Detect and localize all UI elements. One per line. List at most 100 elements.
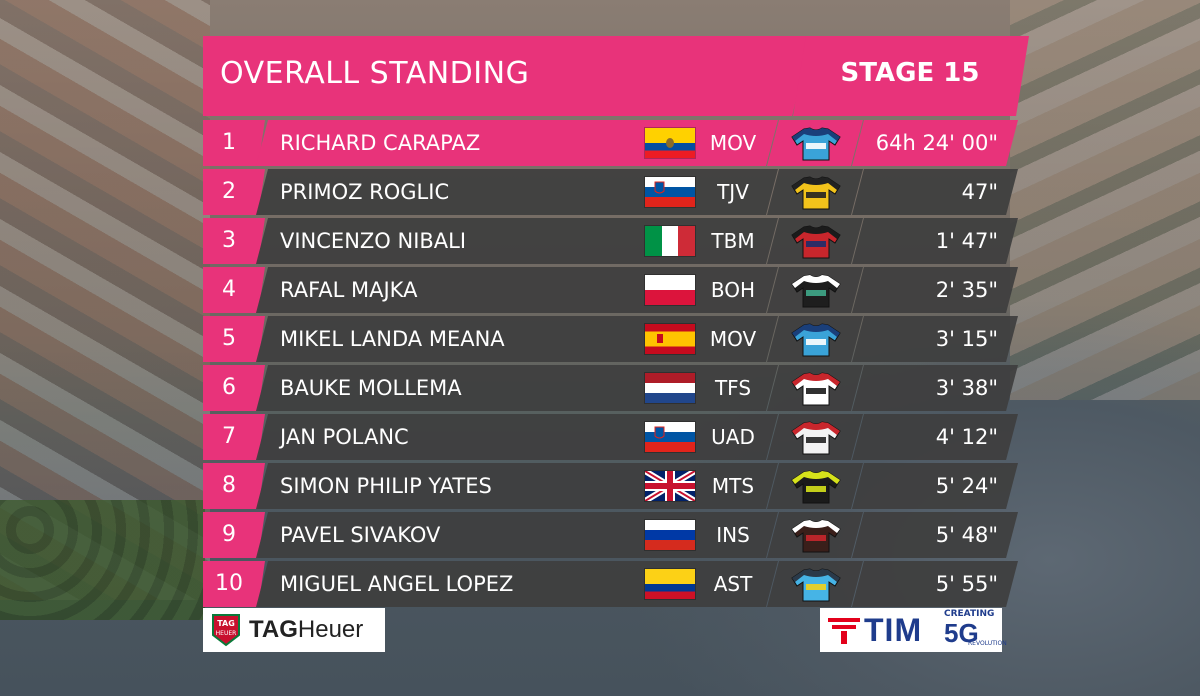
rank-box (203, 169, 265, 215)
table-row: 7 JAN POLANC UAD 4' 12" (0, 414, 1200, 462)
rank-box (203, 218, 265, 264)
gap-cell (852, 365, 1018, 411)
rank-number: 4 (222, 277, 236, 302)
stage-label: STAGE 15 (840, 58, 980, 88)
poland-flag-icon (645, 275, 695, 305)
slovenia-flag-icon (645, 422, 695, 452)
gap-cell (852, 267, 1018, 313)
time-gap: 3' 15" (935, 327, 998, 351)
team-jersey-icon (790, 274, 842, 308)
team-jersey-icon (790, 568, 842, 602)
team-code: TJV (717, 180, 749, 204)
time-gap: 5' 48" (935, 523, 998, 547)
time-gap: 4' 12" (935, 425, 998, 449)
rank-number: 2 (222, 179, 236, 204)
rank-box (203, 414, 265, 460)
svg-text:HEUER: HEUER (216, 630, 237, 637)
ecuador-flag-icon (645, 128, 695, 158)
time-gap: 5' 55" (935, 572, 998, 596)
tim-wordmark: TIM (864, 612, 923, 648)
rank-box (203, 512, 265, 558)
rank-number: 10 (215, 571, 243, 596)
table-row: 1 RICHARD CARAPAZ MOV 64h 24' 00" (0, 120, 1200, 168)
rank-number: 8 (222, 473, 236, 498)
colombia-flag-icon (645, 569, 695, 599)
rider-name: JAN POLANC (280, 425, 409, 449)
team-code: TBM (711, 229, 755, 253)
table-row: 6 BAUKE MOLLEMA TFS 3' 38" (0, 365, 1200, 413)
table-row: 8 SIMON PHILIP YATES MTS 5' 24" (0, 463, 1200, 511)
rank-number: 5 (222, 326, 236, 351)
rank-box (203, 365, 265, 411)
tim-5g-label: 5G (944, 618, 979, 648)
table-row: 10 MIGUEL ANGEL LOPEZ AST 5' 55" (0, 561, 1200, 609)
uk-flag-icon (645, 471, 695, 501)
time-gap: 5' 24" (935, 474, 998, 498)
gap-cell (852, 120, 1018, 166)
team-code: AST (713, 572, 753, 596)
rank-number: 6 (222, 375, 236, 400)
tag-heuer-sponsor: TAG HEUER TAGHeuer (203, 608, 385, 652)
netherlands-flag-icon (645, 373, 695, 403)
rider-name: RICHARD CARAPAZ (280, 131, 481, 155)
rider-name: PAVEL SIVAKOV (280, 523, 441, 547)
team-code: MTS (711, 474, 755, 498)
gap-cell (852, 561, 1018, 607)
tag-heuer-shield-icon: TAG HEUER (211, 613, 241, 647)
page-title: OVERALL STANDING (220, 56, 530, 91)
spain-flag-icon (645, 324, 695, 354)
time-gap: 1' 47" (935, 229, 998, 253)
rank-number: 7 (222, 424, 236, 449)
rider-name: BAUKE MOLLEMA (280, 376, 462, 400)
time-gap: 47" (961, 180, 998, 204)
rank-box (203, 267, 265, 313)
rider-name: PRIMOZ ROGLIC (280, 180, 450, 204)
tag-heuer-wordmark: TAGHeuer (249, 616, 364, 643)
italy-flag-icon (645, 226, 695, 256)
team-jersey-icon (790, 225, 842, 259)
rider-name: RAFAL MAJKA (280, 278, 418, 302)
gap-cell (852, 463, 1018, 509)
gap-cell (852, 169, 1018, 215)
rider-name: SIMON PHILIP YATES (280, 474, 492, 498)
team-jersey-icon (790, 127, 842, 161)
rider-name: MIKEL LANDA MEANA (280, 327, 505, 351)
rank-number: 9 (222, 522, 236, 547)
tim-creating-label: CREATING (944, 609, 995, 619)
time-gap: 64h 24' 00" (875, 131, 998, 155)
table-row: 2 PRIMOZ ROGLIC TJV 47" (0, 169, 1200, 217)
rank-box (203, 463, 265, 509)
russia-flag-icon (645, 520, 695, 550)
team-code: TFS (714, 376, 752, 400)
table-row: 9 PAVEL SIVAKOV INS 5' 48" (0, 512, 1200, 560)
gap-cell (852, 218, 1018, 264)
rank-box (203, 316, 265, 362)
team-jersey-icon (790, 176, 842, 210)
rider-name: MIGUEL ANGEL LOPEZ (280, 572, 514, 596)
rank-box (203, 120, 265, 166)
team-code: BOH (710, 278, 756, 302)
rider-name: VINCENZO NIBALI (280, 229, 467, 253)
header-title-panel (203, 36, 811, 116)
team-jersey-icon (790, 323, 842, 357)
gap-cell (852, 316, 1018, 362)
tim-sponsor: TIM CREATING 5G REVOLUTION (820, 608, 1007, 652)
gap-cell (852, 414, 1018, 460)
team-jersey-icon (790, 519, 842, 553)
team-jersey-icon (790, 372, 842, 406)
slovenia-flag-icon (645, 177, 695, 207)
team-code: INS (716, 523, 750, 547)
team-jersey-icon (790, 421, 842, 455)
team-jersey-icon (790, 470, 842, 504)
gap-cell (852, 512, 1018, 558)
time-gap: 2' 35" (935, 278, 998, 302)
tim-revolution-label: REVOLUTION (968, 640, 1007, 647)
table-row: 3 VINCENZO NIBALI TBM 1' 47" (0, 218, 1200, 266)
time-gap: 3' 38" (935, 376, 998, 400)
rank-box (203, 561, 265, 607)
team-code: MOV (709, 131, 757, 155)
background-trees (0, 500, 205, 620)
team-code: MOV (709, 327, 757, 351)
rank-number: 3 (222, 228, 236, 253)
svg-text:TAG: TAG (217, 619, 235, 628)
